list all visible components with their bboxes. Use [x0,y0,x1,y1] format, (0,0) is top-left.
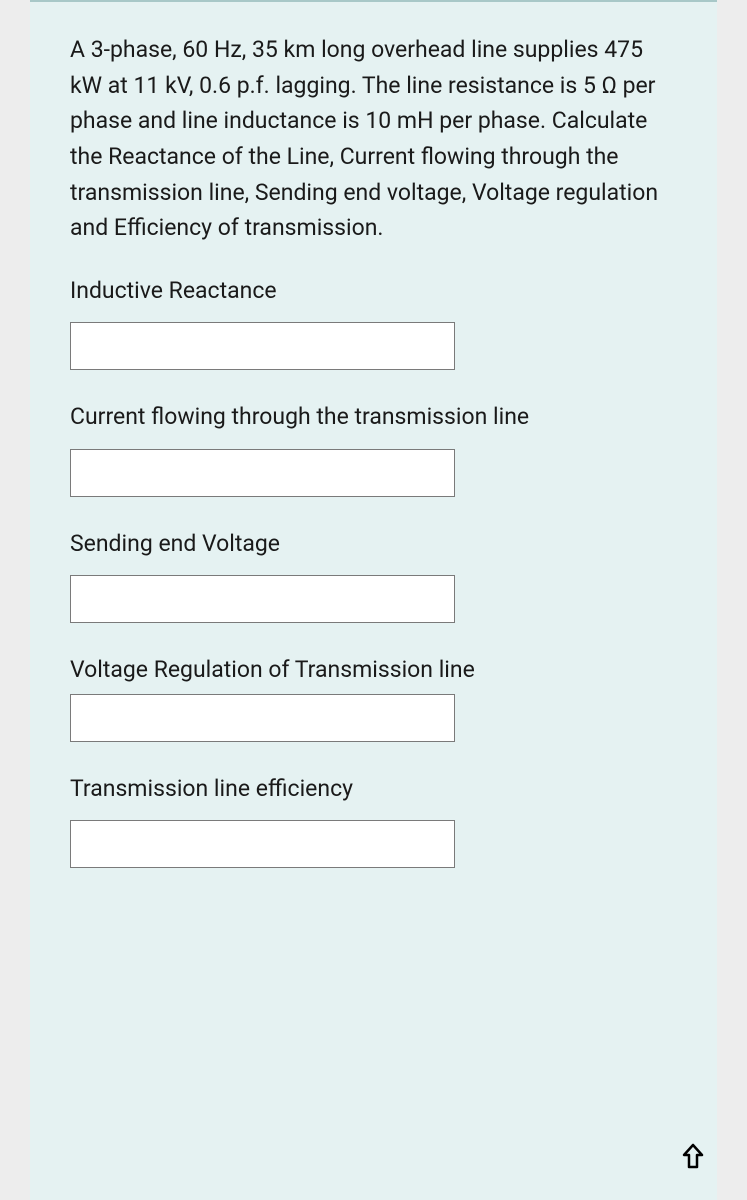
answer-input-inductive-reactance[interactable] [70,322,455,370]
page-container: A 3-phase, 60 Hz, 35 km long overhead li… [0,0,747,1200]
answer-input-current[interactable] [70,449,455,497]
field-group-voltage-regulation: Voltage Regulation of Transmission line [70,653,677,742]
field-label: Inductive Reactance [70,274,677,309]
question-card: A 3-phase, 60 Hz, 35 km long overhead li… [30,0,717,1200]
answer-input-voltage-regulation[interactable] [70,694,455,742]
arrow-up-icon [682,1143,704,1169]
question-prompt: A 3-phase, 60 Hz, 35 km long overhead li… [70,32,677,246]
field-group-inductive-reactance: Inductive Reactance [70,274,677,371]
field-group-current: Current flowing through the transmission… [70,400,677,497]
field-group-efficiency: Transmission line efficiency [70,772,677,869]
field-label: Current flowing through the transmission… [70,400,677,435]
field-label: Voltage Regulation of Transmission line [70,653,677,688]
answer-input-sending-voltage[interactable] [70,575,455,623]
scroll-to-top-button[interactable] [679,1142,707,1170]
field-label: Transmission line efficiency [70,772,677,807]
field-label: Sending end Voltage [70,527,677,562]
field-group-sending-voltage: Sending end Voltage [70,527,677,624]
answer-input-efficiency[interactable] [70,820,455,868]
